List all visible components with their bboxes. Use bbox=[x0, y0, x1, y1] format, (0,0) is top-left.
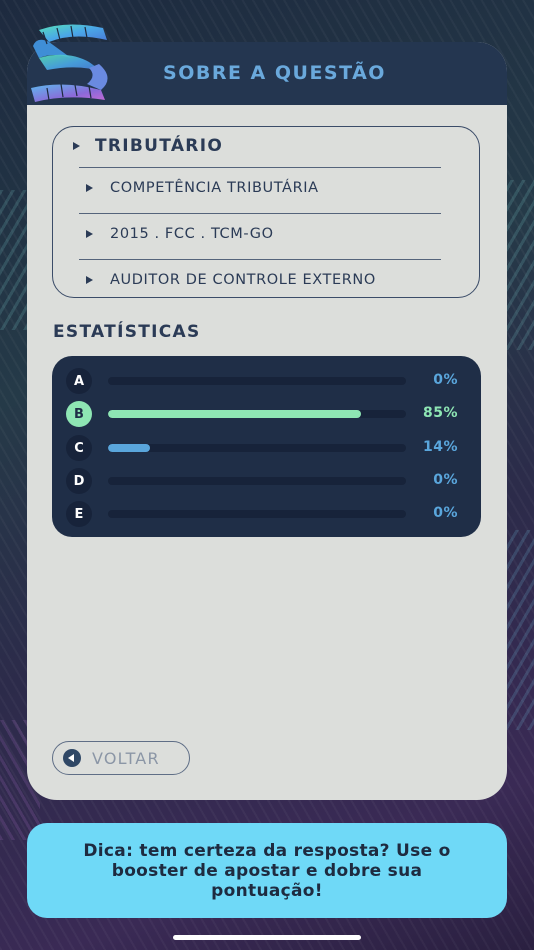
stat-percent: 0% bbox=[433, 372, 458, 388]
back-arrow-icon bbox=[63, 749, 81, 767]
topics-box: TRIBUTÁRIO COMPETÊNCIA TRIBUTÁRIA 2015 .… bbox=[52, 126, 480, 298]
option-letter: E bbox=[66, 501, 92, 527]
tip-text: Dica: tem certeza da resposta? Use o boo… bbox=[83, 840, 451, 901]
stat-percent: 0% bbox=[433, 505, 458, 521]
stat-bar-track bbox=[108, 377, 406, 385]
triangle-right-icon bbox=[86, 276, 93, 284]
stat-bar-track bbox=[108, 444, 406, 452]
tip-banner: Dica: tem certeza da resposta? Use o boo… bbox=[27, 823, 507, 918]
stat-bar-fill bbox=[108, 410, 362, 418]
triangle-right-icon bbox=[73, 142, 80, 150]
app-logo-icon bbox=[31, 24, 108, 102]
stat-bar-track bbox=[108, 510, 406, 518]
stat-row-d: D 0% bbox=[66, 468, 466, 494]
stat-bar-fill bbox=[108, 444, 150, 452]
topic-item-label: AUDITOR DE CONTROLE EXTERNO bbox=[110, 272, 376, 288]
stats-box: A 0% B 85% C 14% D 0% E 0% bbox=[52, 356, 481, 537]
stats-title: ESTATÍSTICAS bbox=[53, 322, 201, 342]
topic-main: TRIBUTÁRIO bbox=[73, 135, 223, 157]
topic-item-label: 2015 . FCC . TCM-GO bbox=[110, 226, 274, 242]
stat-row-b: B 85% bbox=[66, 401, 466, 427]
topic-main-label: TRIBUTÁRIO bbox=[95, 136, 224, 156]
card-header: SOBRE A QUESTÃO bbox=[27, 42, 507, 105]
option-letter: D bbox=[66, 468, 92, 494]
stat-percent: 85% bbox=[422, 405, 458, 421]
stat-bar-track bbox=[108, 477, 406, 485]
back-button-label: VOLTAR bbox=[92, 748, 160, 768]
stat-percent: 0% bbox=[433, 472, 458, 488]
stat-row-a: A 0% bbox=[66, 368, 466, 394]
question-info-card: SOBRE A QUESTÃO TRIBUTÁRIO COMPETÊNCIA T… bbox=[27, 42, 507, 800]
topic-item: COMPETÊNCIA TRIBUTÁRIA bbox=[79, 167, 441, 208]
topic-item-label: COMPETÊNCIA TRIBUTÁRIA bbox=[110, 180, 319, 196]
option-letter: C bbox=[66, 435, 92, 461]
option-letter: A bbox=[66, 368, 92, 394]
page-title: SOBRE A QUESTÃO bbox=[163, 62, 386, 84]
stat-row-e: E 0% bbox=[66, 501, 466, 527]
topic-item: AUDITOR DE CONTROLE EXTERNO bbox=[79, 259, 441, 300]
stat-percent: 14% bbox=[422, 439, 458, 455]
option-letter: B bbox=[66, 401, 92, 427]
background-pattern bbox=[504, 530, 534, 730]
stat-row-c: C 14% bbox=[66, 435, 466, 461]
triangle-right-icon bbox=[86, 230, 93, 238]
topic-item: 2015 . FCC . TCM-GO bbox=[79, 213, 441, 254]
stat-bar-track bbox=[108, 410, 406, 418]
back-button[interactable]: VOLTAR bbox=[52, 741, 190, 775]
home-indicator[interactable] bbox=[173, 935, 361, 940]
triangle-right-icon bbox=[86, 184, 93, 192]
